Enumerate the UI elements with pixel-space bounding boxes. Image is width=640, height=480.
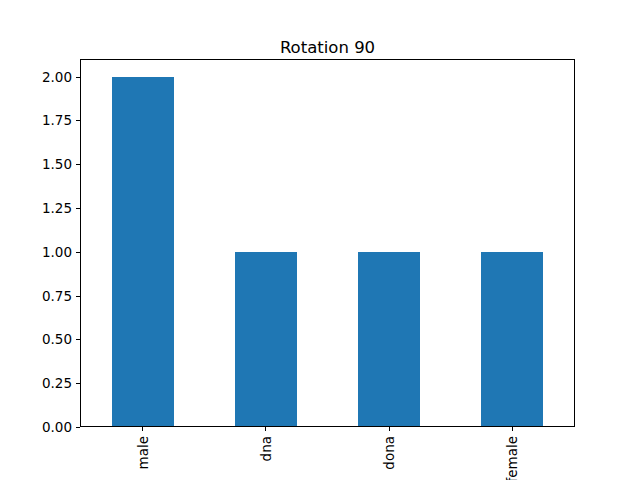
bar-female bbox=[481, 252, 543, 426]
y-tick-mark bbox=[76, 252, 80, 253]
y-tick-mark bbox=[76, 208, 80, 209]
x-tick-mark bbox=[142, 427, 143, 431]
x-tick-label-text: female bbox=[505, 436, 519, 480]
y-tick-label: 1.25 bbox=[12, 202, 72, 216]
y-tick-label: 1.00 bbox=[12, 246, 72, 260]
plot-area: 0.000.250.500.751.001.251.501.752.00male… bbox=[80, 59, 575, 427]
x-tick-label-text: male bbox=[136, 436, 150, 469]
y-tick-label: 1.75 bbox=[12, 114, 72, 128]
y-tick-label: 0.25 bbox=[12, 377, 72, 391]
y-tick-mark bbox=[76, 383, 80, 384]
bar-dna bbox=[235, 252, 297, 426]
y-tick-mark bbox=[76, 164, 80, 165]
matplotlib-figure: Rotation 90 0.000.250.500.751.001.251.50… bbox=[0, 0, 640, 480]
y-tick-mark bbox=[76, 77, 80, 78]
x-tick-label-text: dona bbox=[382, 436, 396, 470]
y-tick-label: 2.00 bbox=[12, 71, 72, 85]
y-tick-mark bbox=[76, 427, 80, 428]
x-tick-mark bbox=[265, 427, 266, 431]
x-tick-mark bbox=[512, 427, 513, 431]
y-tick-mark bbox=[76, 339, 80, 340]
y-tick-label: 0.00 bbox=[12, 421, 72, 435]
bar-dona bbox=[358, 252, 420, 426]
x-tick-mark bbox=[389, 427, 390, 431]
chart-title: Rotation 90 bbox=[80, 38, 575, 57]
y-tick-mark bbox=[76, 120, 80, 121]
y-tick-mark bbox=[76, 296, 80, 297]
x-tick-label-text: dna bbox=[259, 436, 273, 461]
y-tick-label: 1.50 bbox=[12, 158, 72, 172]
y-tick-label: 0.75 bbox=[12, 290, 72, 304]
y-tick-label: 0.50 bbox=[12, 333, 72, 347]
bar-male bbox=[112, 77, 174, 426]
